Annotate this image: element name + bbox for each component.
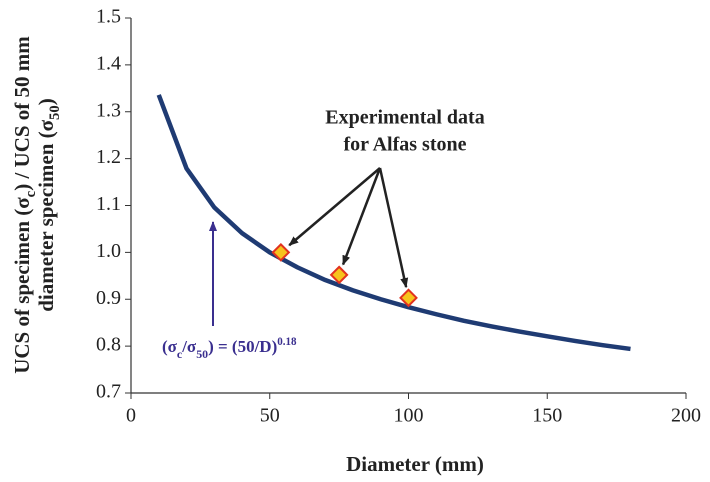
x-tick-label: 150 <box>532 405 562 427</box>
x-tick-label: 200 <box>671 405 701 427</box>
text-part: ) / UCS of 50 mm <box>10 36 34 191</box>
text-part: c <box>23 190 39 197</box>
curve <box>156 94 631 352</box>
annotation-arrow <box>378 167 409 289</box>
text-part: 50 <box>196 347 208 361</box>
equation: (σc/σ50) = (50/D)0.18 <box>162 336 297 361</box>
text-part: ) <box>34 98 58 105</box>
y-tick-label: 1.3 <box>96 99 121 121</box>
text-part: /σ <box>181 337 197 356</box>
x-tick-label: 50 <box>260 405 280 427</box>
x-tick-label: 0 <box>126 405 136 427</box>
y-tick-label: 0.7 <box>96 381 121 403</box>
x-axis-label: Diameter (mm) <box>346 452 484 476</box>
annotation-arrow <box>341 167 382 266</box>
annotation-arrow <box>288 167 381 247</box>
text-part: c <box>177 347 182 361</box>
annotation-text: Experimental data <box>325 107 484 129</box>
text-part: ) = (50/D) <box>208 337 277 356</box>
y-axis-label: diameter specimen (σ50) <box>34 98 64 312</box>
y-tick-label: 0.9 <box>96 287 121 309</box>
data-point <box>271 242 291 262</box>
data-point <box>329 265 349 285</box>
y-tick-label: 1.2 <box>96 146 121 168</box>
y-tick-label: 1.0 <box>96 240 121 262</box>
y-axis-label: UCS of specimen (σc) / UCS of 50 mm <box>10 36 40 374</box>
y-tick-label: 0.8 <box>96 334 121 356</box>
y-tick-label: 1.4 <box>96 52 121 74</box>
text-part: UCS of specimen (σ <box>10 197 34 374</box>
text-part: diameter specimen (σ <box>34 119 58 311</box>
text-part: 50 <box>47 105 63 120</box>
x-tick-label: 100 <box>394 405 424 427</box>
annotation-text: for Alfas stone <box>344 134 467 156</box>
text-part: 0.18 <box>277 336 297 348</box>
text-part: (σ <box>162 337 178 356</box>
data-point <box>399 288 418 308</box>
y-tick-label: 1.5 <box>96 6 121 28</box>
y-tick-label: 1.1 <box>96 193 121 215</box>
